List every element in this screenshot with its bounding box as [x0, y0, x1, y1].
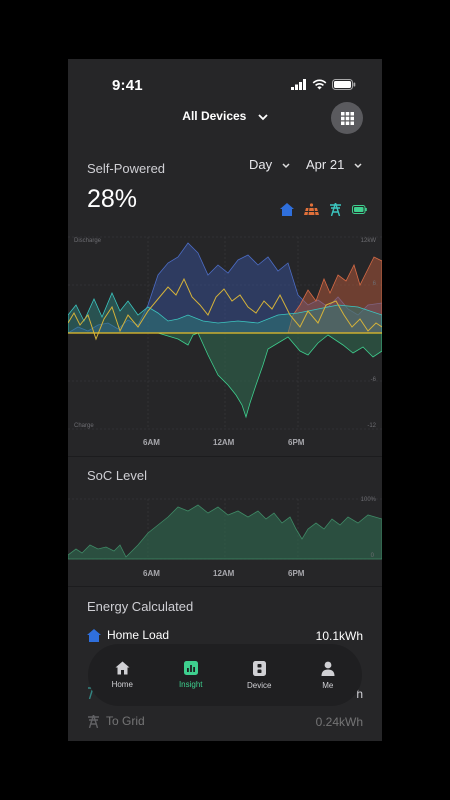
axis-right-tick: 12kW: [360, 238, 376, 244]
home-icon: [115, 661, 130, 675]
soc-chart: [68, 498, 382, 560]
signal-icon: [291, 79, 306, 90]
battery-area: [68, 332, 382, 419]
grid-tower-icon[interactable]: [329, 203, 342, 216]
grid-area: [68, 291, 382, 334]
soc-x-tick-label: 12AM: [213, 569, 235, 578]
nav-me[interactable]: Me: [298, 661, 358, 690]
home-icon[interactable]: [280, 203, 294, 216]
nav-label: Me: [322, 680, 334, 690]
nav-label: Home: [111, 680, 133, 689]
soc-axis-top: 100%: [360, 497, 376, 503]
date-selector[interactable]: Apr 21: [306, 157, 362, 172]
chevron-down-icon: [282, 157, 290, 172]
axis-charge-label: Charge: [74, 423, 94, 429]
device-icon: [252, 660, 266, 676]
energy-row-home[interactable]: Home Load: [87, 628, 169, 642]
status-time: 9:41: [112, 77, 143, 94]
energy-row-label: To Grid: [106, 714, 145, 728]
date-label: Apr 21: [306, 157, 345, 172]
status-icons: [291, 79, 356, 90]
energy-row-value: h: [356, 687, 363, 701]
chevron-down-icon: [354, 157, 362, 172]
chart-icon: [183, 661, 198, 675]
self-powered-value: 28%: [87, 185, 138, 213]
energy-title: Energy Calculated: [87, 599, 194, 614]
x-tick-label: 6AM: [143, 438, 160, 447]
power-chart: [68, 236, 382, 430]
grid-menu-button[interactable]: [331, 102, 363, 134]
soc-x-tick-label: 6AM: [143, 569, 160, 578]
wifi-icon: [312, 79, 327, 90]
energy-row-value: 10.1kWh: [315, 629, 363, 643]
period-selector[interactable]: Day: [249, 157, 290, 172]
nav-home[interactable]: Home: [92, 661, 152, 689]
energy-row-label: Home Load: [107, 628, 170, 642]
nav-device[interactable]: Device: [229, 660, 289, 690]
period-label: Day: [249, 157, 273, 172]
self-powered-line: [68, 277, 382, 341]
self-powered-title: Self-Powered: [87, 161, 166, 176]
battery-status-icon: [332, 79, 356, 90]
soc-x-tick-label: 6PM: [288, 569, 305, 578]
app-screen: 9:41 All Devices Self-Powered 28: [68, 59, 382, 741]
energy-row-value: 0.24kWh: [315, 715, 363, 729]
axis-right-tick: -12: [367, 423, 376, 429]
soc-area: [68, 504, 382, 560]
soc-axis-bottom: 0: [370, 553, 374, 559]
nav-label: Device: [247, 680, 272, 690]
solar-panel-icon[interactable]: [304, 203, 319, 216]
grid-icon: [340, 111, 354, 125]
axis-discharge-label: Discharge: [74, 238, 102, 244]
person-icon: [321, 661, 335, 676]
device-selector[interactable]: All Devices: [68, 109, 382, 124]
section-divider: [68, 586, 382, 587]
x-tick-label: 12AM: [213, 438, 235, 447]
battery-icon[interactable]: [352, 205, 367, 214]
grid-tower-icon: [88, 714, 99, 728]
axis-right-tick: -6: [370, 377, 376, 383]
chevron-down-icon: [258, 110, 268, 124]
energy-row-to-grid[interactable]: To Grid: [87, 714, 145, 728]
section-divider: [68, 456, 382, 457]
device-selector-label: All Devices: [182, 109, 247, 123]
legend-icons: [280, 203, 367, 216]
home-icon: [87, 628, 101, 642]
soc-title: SoC Level: [87, 468, 147, 483]
nav-insight[interactable]: Insight: [161, 661, 221, 689]
bottom-nav: Home Insight Device Me: [88, 644, 362, 706]
x-tick-label: 6PM: [288, 438, 305, 447]
axis-right-tick: 6: [372, 281, 376, 287]
nav-label: Insight: [178, 680, 203, 689]
